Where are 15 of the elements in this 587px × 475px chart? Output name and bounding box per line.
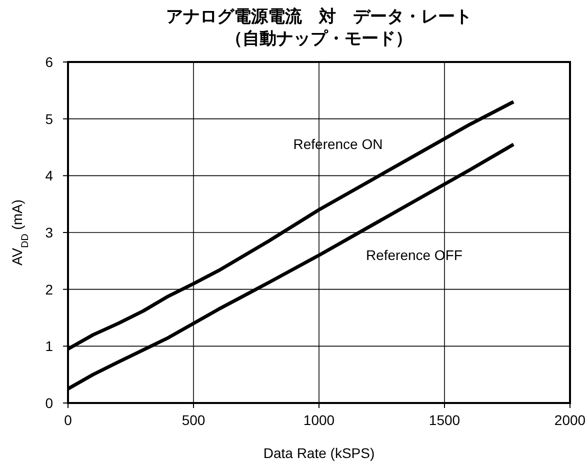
y-tick-label: 5	[45, 110, 54, 127]
y-tick-label: 1	[45, 338, 54, 354]
y-tick-label: 0	[45, 395, 54, 411]
x-tick-label: 2000	[554, 412, 586, 428]
x-axis-title: Data Rate (kSPS)	[263, 445, 375, 461]
y-tick-label: 6	[45, 54, 54, 70]
y-tick-label: 3	[45, 224, 54, 240]
chart-title: アナログ電源電流 対 データ・レート	[166, 7, 472, 26]
x-tick-label: 0	[64, 412, 72, 428]
y-tick-label: 2	[45, 281, 54, 298]
x-tick-label: 1500	[428, 412, 460, 428]
x-tick-label: 500	[182, 412, 206, 428]
x-tick-label: 1000	[303, 412, 335, 428]
chart-subtitle: （自動ナップ・モード）	[226, 29, 412, 48]
y-tick-label: 4	[45, 168, 54, 184]
